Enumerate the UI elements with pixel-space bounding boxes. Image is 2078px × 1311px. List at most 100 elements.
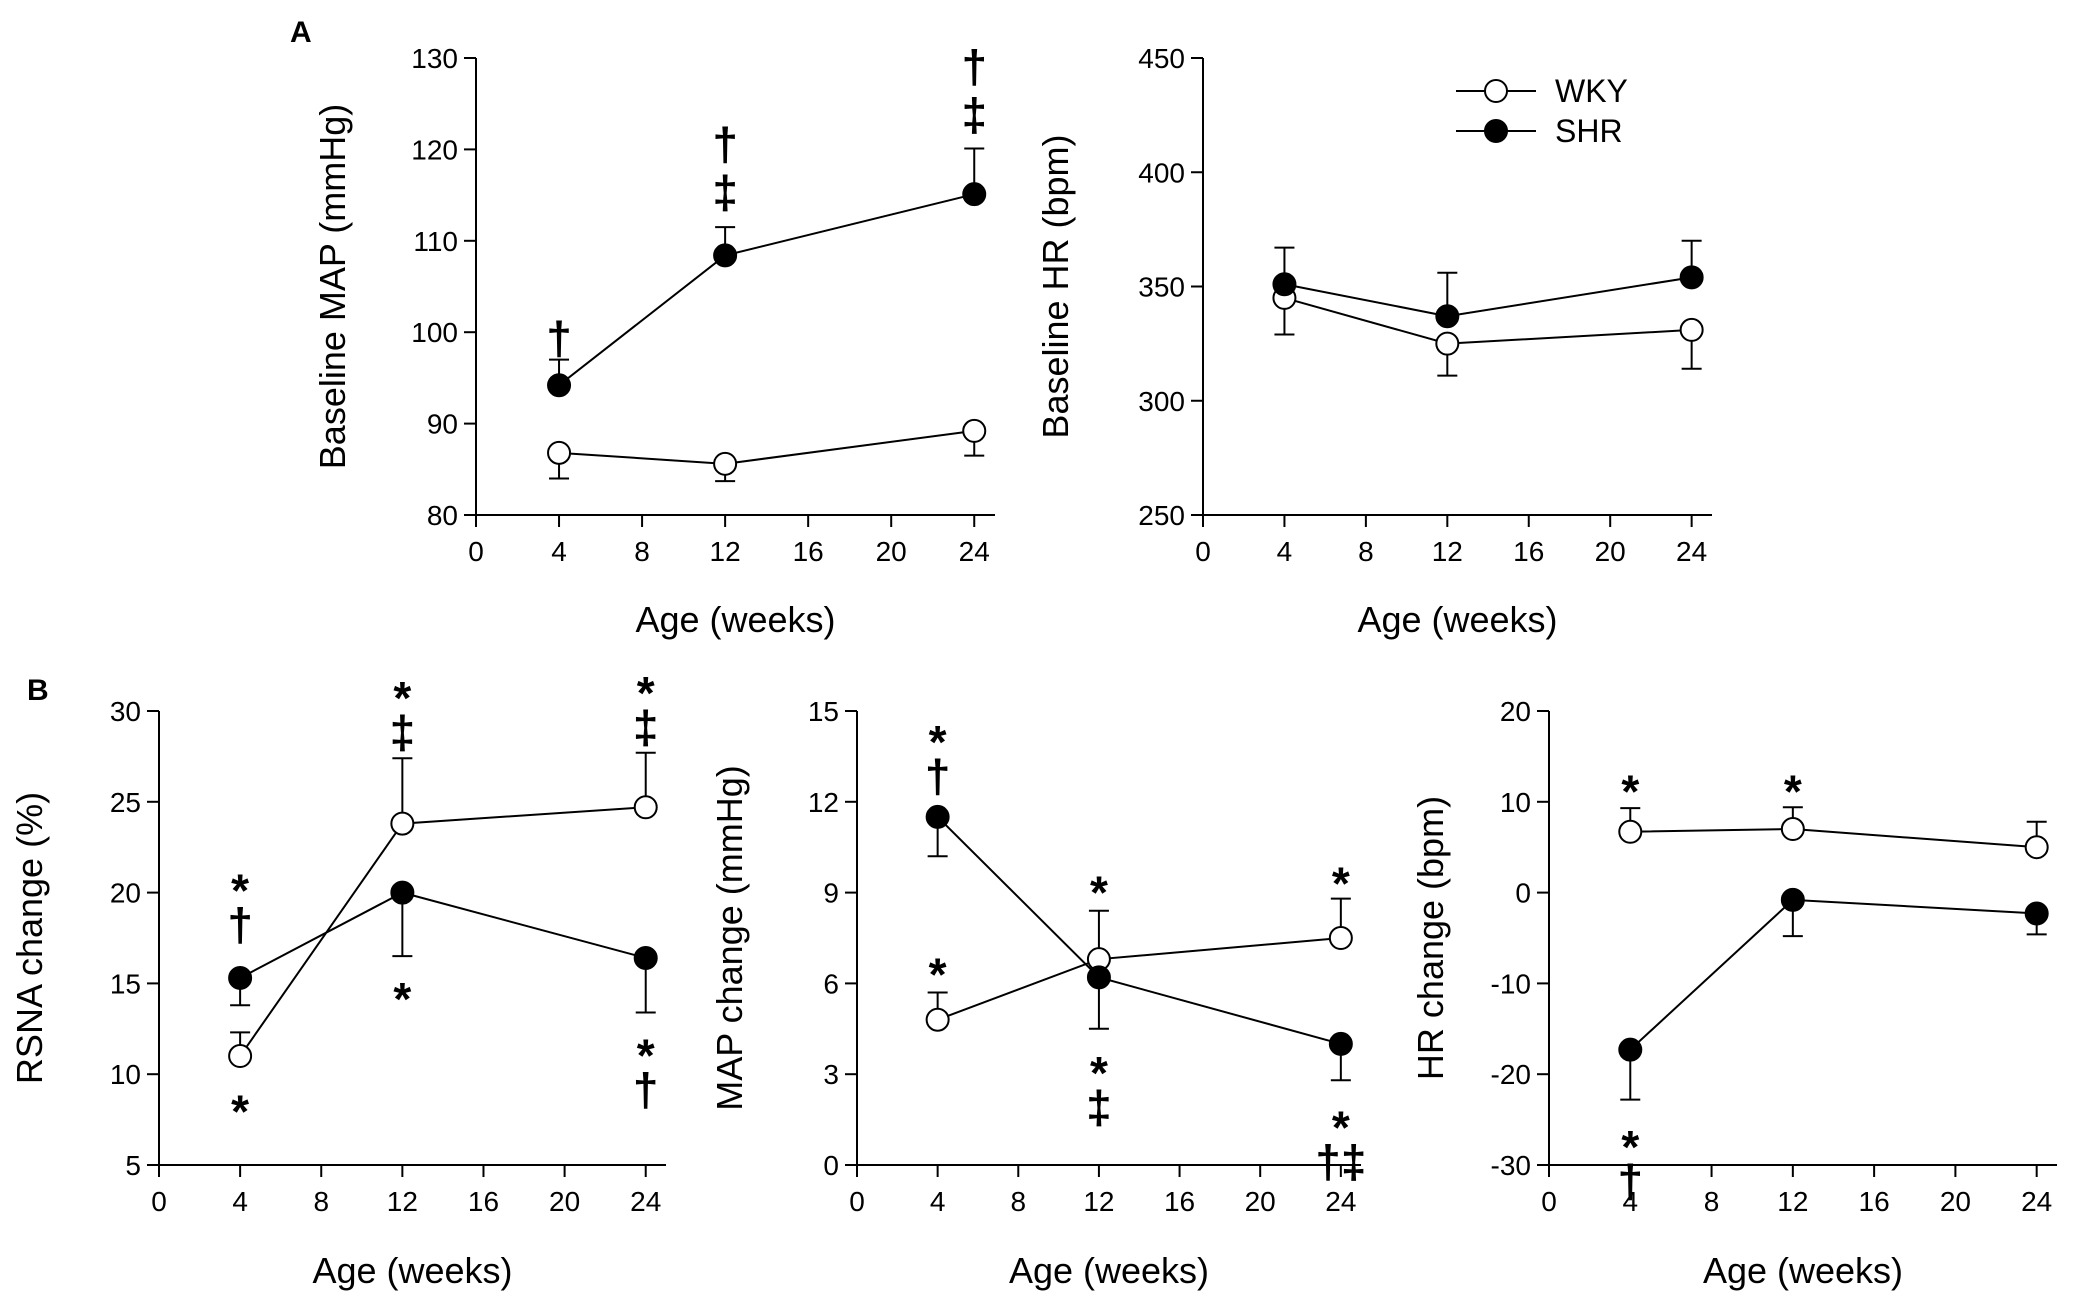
significance-mark: ‡ [633,701,659,753]
significance-mark: † [546,312,572,364]
data-point-shr [1328,1031,1353,1056]
significance-mark: † [227,899,253,951]
x-tick-label: 4 [232,1186,248,1217]
data-point-shr [547,373,572,398]
chart-map-change: 0 3 6 9 12 15 0 4 8 12 16 20 24 MAP change (mmHg) Age … [709,696,1366,1291]
significance-mark: † [633,1063,659,1115]
data-point-shr [925,804,950,829]
chart-hr-change: -30 -20 -10 0 10 20 0 4 8 12 16 20 24 HR change (bpm)… [1410,696,2057,1291]
y-tick-label: 350 [1138,272,1185,303]
significance-mark: * [637,1029,655,1081]
y-tick-label: 10 [1500,787,1531,818]
significance-mark: * [929,716,947,768]
data-point-shr [390,880,415,905]
data-point-shr [713,243,738,268]
y-tick-label: 20 [110,878,141,909]
y-axis-title: Baseline HR (bpm) [1035,134,1076,438]
x-tick-label: 16 [468,1186,499,1217]
series-line-wky [937,937,1341,1021]
x-tick-label: 16 [1859,1186,1890,1217]
legend: WKY SHR [1456,73,1628,149]
y-tick-label: 12 [808,787,839,818]
data-point-shr [1435,304,1460,329]
x-axis-title: Age (weeks) [1009,1250,1209,1291]
data-point-wky [547,440,572,465]
significance-mark: ‡ [961,88,987,140]
x-tick-label: 24 [1325,1186,1356,1217]
x-tick-label: 12 [1083,1186,1114,1217]
data-point-wky [1618,819,1643,844]
y-tick-label: 300 [1138,386,1185,417]
x-tick-label: 20 [1940,1186,1971,1217]
data-point-shr [1272,272,1297,297]
y-axis-title: RSNA change (%) [9,792,50,1084]
data-point-wky [633,795,658,820]
legend-wky-marker [1484,79,1508,103]
data-point-shr [1780,887,1805,912]
x-tick-label: 8 [1010,1186,1026,1217]
x-tick-label: 4 [551,536,567,567]
y-tick-label: 120 [411,134,458,165]
series-line-wky [239,806,646,1057]
significance-mark: * [393,672,411,724]
series-line-shr [239,891,646,979]
x-tick-label: 12 [387,1186,418,1217]
panel-label-b: B [27,674,49,707]
data-point-wky [2024,835,2049,860]
x-tick-label: 24 [959,536,990,567]
y-tick-label: 6 [823,968,839,999]
y-tick-label: 400 [1138,157,1185,188]
y-tick-label: 15 [808,696,839,727]
data-point-wky [390,811,415,836]
x-tick-label: 4 [1277,536,1293,567]
legend-wky-label: WKY [1555,73,1628,109]
y-tick-label: 0 [823,1150,839,1181]
x-axis-title: Age (weeks) [312,1250,512,1291]
data-point-wky [713,451,738,476]
y-tick-label: 20 [1500,696,1531,727]
x-axis-title: Age (weeks) [1357,599,1557,640]
y-tick-label: 90 [427,409,458,440]
data-point-shr [1086,965,1111,990]
x-tick-label: 12 [1777,1186,1808,1217]
x-tick-label: 8 [313,1186,329,1217]
data-point-wky [925,1007,950,1032]
series-line-wky [1284,296,1692,345]
data-point-shr [1679,265,1704,290]
data-point-shr [1618,1037,1643,1062]
x-axis-title: Age (weeks) [1703,1250,1903,1291]
significance-mark: ‡ [390,706,416,758]
y-tick-label: 450 [1138,43,1185,74]
y-tick-label: 25 [110,787,141,818]
y-axis-title: Baseline MAP (mmHg) [312,104,353,469]
y-axis-title: HR change (bpm) [1410,796,1451,1080]
significance-mark: * [1332,1101,1350,1153]
y-tick-label: 10 [110,1059,141,1090]
significance-mark: * [1090,1047,1108,1099]
significance-mark: * [231,865,249,917]
x-axis-title: Age (weeks) [635,599,835,640]
panel-label-a: A [290,16,312,49]
x-tick-label: 4 [930,1186,946,1217]
x-tick-label: 20 [549,1186,580,1217]
x-tick-label: 0 [1195,536,1211,567]
x-tick-label: 16 [793,536,824,567]
x-tick-label: 20 [1595,536,1626,567]
y-axis-title: MAP change (mmHg) [709,765,750,1110]
significance-mark: * [1332,858,1350,910]
x-tick-label: 20 [876,536,907,567]
series-line-shr [936,816,1342,1045]
significance-mark: †‡ [1315,1135,1366,1187]
x-tick-label: 4 [1622,1186,1638,1217]
x-tick-label: 0 [1541,1186,1557,1217]
series-line-wky [558,429,975,465]
x-tick-label: 0 [151,1186,167,1217]
significance-mark: ‡ [712,166,738,218]
data-point-wky [228,1044,253,1069]
data-point-shr [2024,901,2049,926]
y-tick-label: 3 [823,1059,839,1090]
x-tick-label: 24 [2021,1186,2052,1217]
x-tick-label: 8 [634,536,650,567]
data-point-wky [1780,817,1805,842]
